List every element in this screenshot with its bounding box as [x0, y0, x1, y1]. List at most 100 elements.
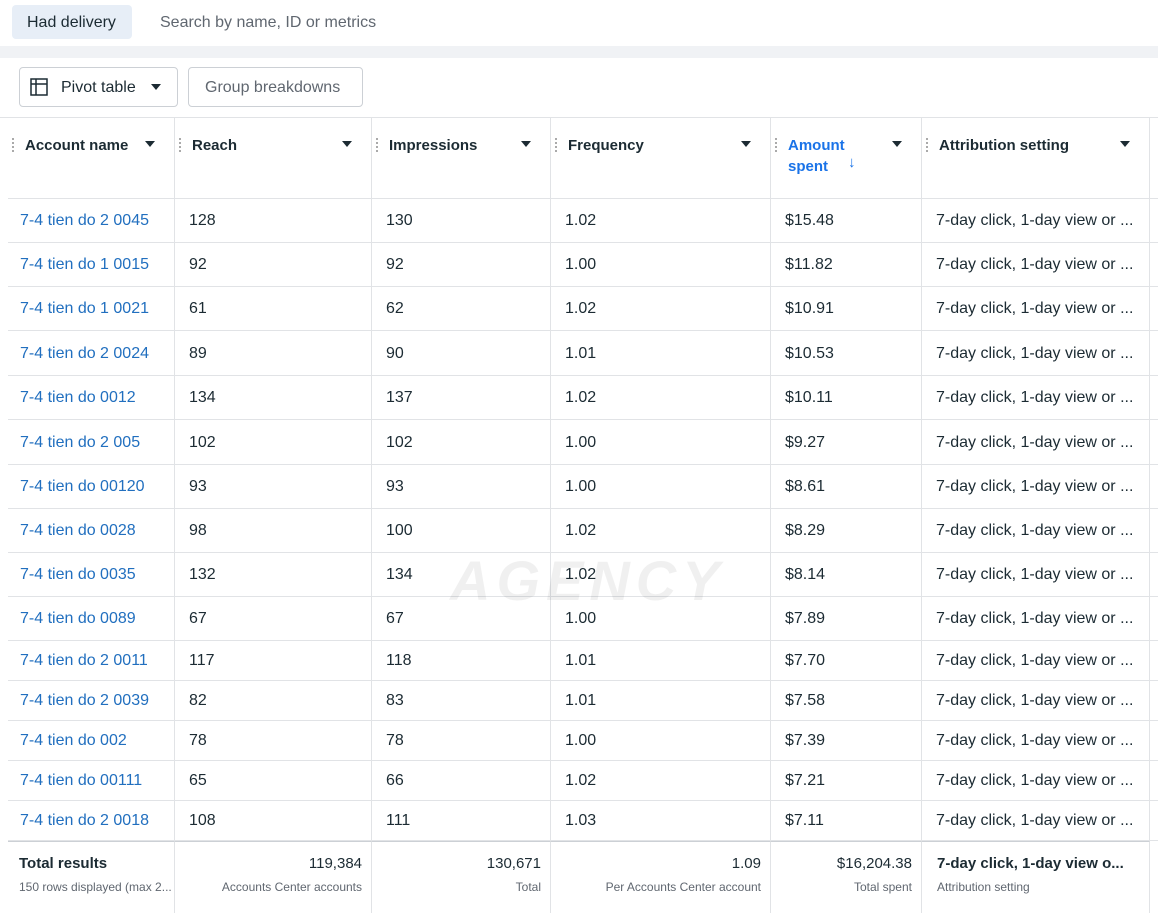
column-menu[interactable] [892, 141, 902, 147]
column-header: Frequency [568, 137, 644, 154]
table-cell [372, 376, 551, 420]
table-cell [372, 509, 551, 553]
table-cell [8, 287, 175, 331]
table-cell [175, 331, 372, 376]
account-link[interactable]: 7-4 tien do 00111 [20, 772, 143, 789]
column-header: Attribution setting [939, 137, 1069, 154]
total-label: Accounts Center accounts [221, 880, 362, 894]
account-link[interactable]: 7-4 tien do 2 0024 [20, 344, 149, 362]
cell-text: 102 [386, 433, 413, 451]
table-cell [771, 287, 922, 331]
cell-text: $10.11 [785, 389, 833, 406]
extra-cell [1150, 287, 1158, 331]
cell-text: 1.02 [565, 389, 597, 406]
column-menu[interactable] [342, 141, 352, 147]
column-menu[interactable] [145, 141, 155, 147]
column-grip [12, 138, 16, 152]
table-cell [922, 465, 1150, 509]
table-cell [771, 331, 922, 376]
cell-text: 93 [189, 478, 207, 495]
cell-text: $7.21 [785, 772, 826, 789]
account-link[interactable]: 7-4 tien do 1 0021 [20, 300, 149, 317]
table-cell [372, 681, 551, 721]
account-link[interactable]: 7-4 tien do 002 [20, 732, 127, 749]
cell-text: 102 [189, 433, 216, 451]
table-cell [551, 597, 771, 641]
header-cell[interactable] [8, 118, 175, 199]
table-cell [372, 420, 551, 465]
account-link[interactable]: 7-4 tien do 0035 [20, 566, 136, 583]
extra-cell [1150, 597, 1158, 641]
sort-arrow: ↓ [848, 154, 856, 171]
total-cell [8, 841, 175, 913]
account-link[interactable]: 7-4 tien do 2 0045 [20, 212, 149, 229]
filter-label: Had delivery [27, 14, 116, 31]
filter-chip[interactable] [12, 5, 132, 39]
group-button[interactable]: Group breakdowns [188, 67, 363, 107]
column-grip [926, 138, 930, 152]
column-menu[interactable] [521, 141, 531, 147]
cell-text: 7-day click, 1-day view or ... [936, 522, 1134, 539]
cell-text: 65 [189, 772, 207, 789]
cell-text: 7-day click, 1-day view or ... [936, 212, 1134, 229]
header-cell[interactable] [922, 118, 1150, 199]
account-link[interactable]: 7-4 tien do 00120 [20, 478, 145, 495]
table-cell [175, 641, 372, 681]
table-cell [8, 243, 175, 287]
cell-text: 117 [189, 652, 215, 669]
cell-text: 7-day click, 1-day view or ... [936, 478, 1134, 495]
table-cell [771, 801, 922, 841]
account-link[interactable]: 7-4 tien do 0089 [20, 610, 136, 627]
table-cell [922, 376, 1150, 420]
table-cell [551, 287, 771, 331]
account-link[interactable]: 7-4 tien do 2 0011 [20, 652, 148, 669]
cell-text: 1.00 [565, 610, 597, 627]
table-cell [551, 721, 771, 761]
account-link[interactable]: 7-4 tien do 0012 [20, 389, 136, 406]
table-cell [771, 199, 922, 243]
header-cell[interactable] [372, 118, 551, 199]
extra-cell [1150, 721, 1158, 761]
account-link[interactable]: 7-4 tien do 2 005 [20, 433, 141, 451]
cell-text: 1.02 [565, 566, 597, 583]
column-menu[interactable] [741, 141, 751, 147]
cell-text: 7-day click, 1-day view or ... [936, 652, 1134, 669]
cell-text: $9.27 [785, 433, 826, 451]
table-cell [771, 721, 922, 761]
total-label: Total spent [853, 880, 912, 894]
search-input[interactable]: Search by name, ID or metrics [160, 14, 377, 31]
total-cell [551, 841, 771, 913]
column-grip [376, 138, 380, 152]
extra-cell [1150, 376, 1158, 420]
cell-text: 90 [386, 344, 404, 362]
table-cell [372, 331, 551, 376]
cell-text: 1.03 [565, 812, 597, 829]
account-link[interactable]: 7-4 tien do 1 0015 [20, 256, 149, 273]
table-cell [372, 761, 551, 801]
table-cell [8, 597, 175, 641]
column-menu[interactable] [1120, 141, 1130, 147]
account-link[interactable]: 7-4 tien do 2 0018 [20, 812, 149, 829]
cell-text: 7-day click, 1-day view or ... [936, 433, 1134, 451]
table-cell [771, 597, 922, 641]
header-cell[interactable] [175, 118, 372, 199]
extra-cell [1150, 553, 1158, 597]
watermark: AGENCY [450, 549, 726, 612]
table-cell [551, 761, 771, 801]
table-cell [551, 641, 771, 681]
pivot-caret [151, 84, 161, 90]
pivot-icon [30, 78, 48, 96]
total-value: 130,671 [486, 855, 541, 872]
pivot-button[interactable]: Pivot table [19, 67, 178, 107]
table-cell [771, 465, 922, 509]
table-cell [551, 465, 771, 509]
total-label: Attribution setting [937, 880, 1030, 894]
account-link[interactable]: 7-4 tien do 0028 [20, 522, 136, 539]
account-link[interactable]: 7-4 tien do 2 0039 [20, 692, 149, 709]
table-cell [372, 801, 551, 841]
header-cell[interactable] [771, 118, 922, 199]
total-value: 119,384 [308, 855, 362, 872]
column-grip [555, 138, 559, 152]
header-cell[interactable] [551, 118, 771, 199]
cell-text: 67 [386, 610, 404, 627]
